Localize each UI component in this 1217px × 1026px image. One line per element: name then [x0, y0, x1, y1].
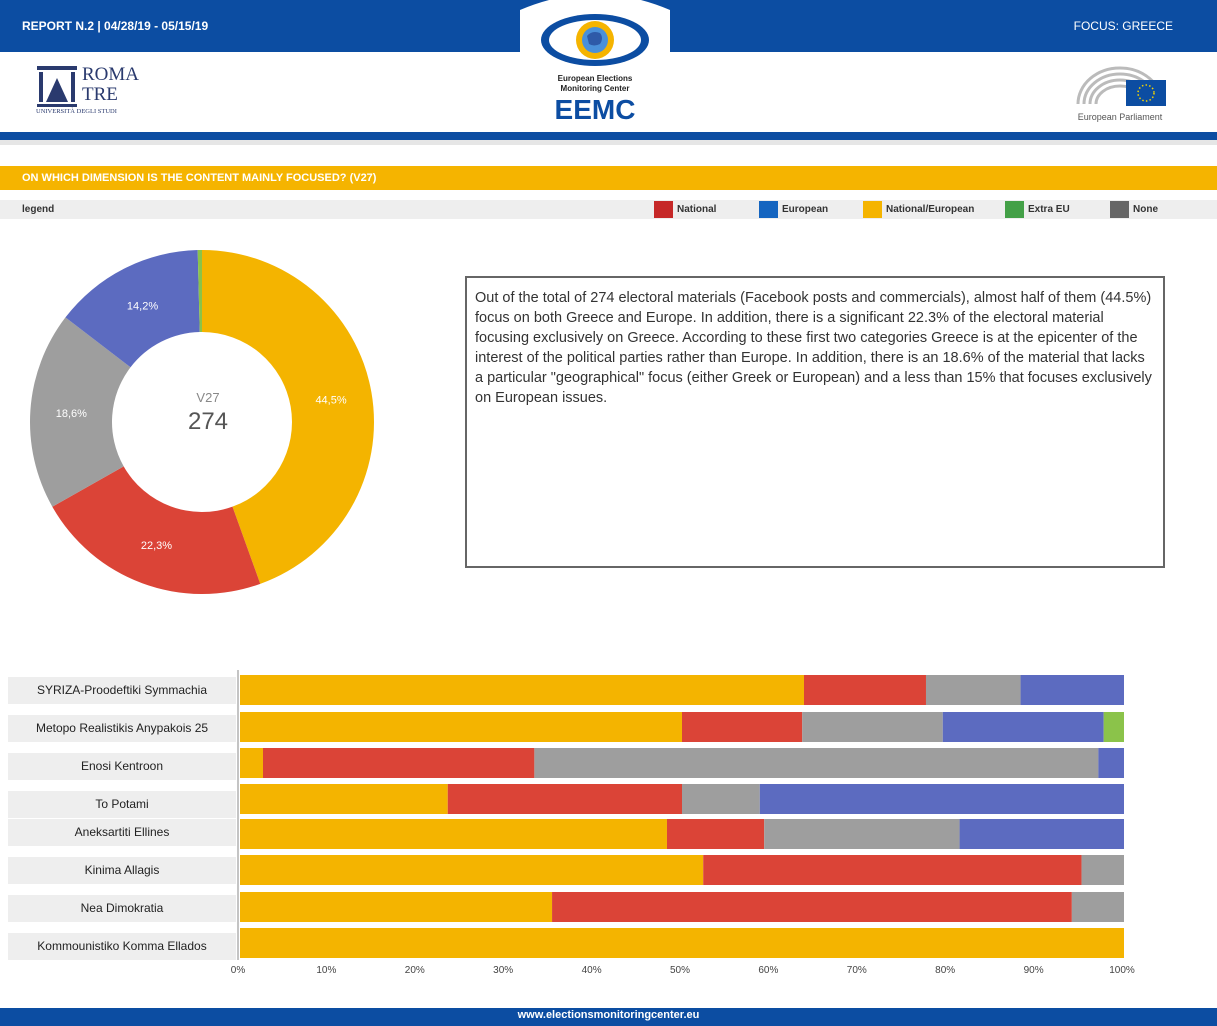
roma-tre-sub: UNIVERSITÀ DEGLI STUDI	[36, 108, 117, 115]
bar-segment-european	[959, 819, 1124, 849]
header-divider-shadow	[0, 140, 1217, 145]
bar-segment-national	[803, 675, 926, 705]
bar-segment-none	[764, 819, 960, 849]
eemc-line1: European Elections	[557, 74, 633, 83]
bar-segment-national	[447, 784, 682, 814]
bar-segment-none	[682, 784, 760, 814]
donut-slice-label: 18,6%	[56, 408, 87, 420]
bar-segment-european	[759, 784, 1124, 814]
x-tick-label: 70%	[846, 965, 867, 976]
x-tick-label: 40%	[581, 965, 602, 976]
bar-category-label: To Potami	[8, 791, 236, 818]
bar-segment-extra-eu	[1103, 712, 1124, 742]
eemc-logo: European Elections Monitoring Center EEM…	[520, 0, 670, 132]
roma-tre-line2: TRE	[82, 84, 118, 105]
donut-center-label: V27	[196, 390, 219, 405]
question-title: ON WHICH DIMENSION IS THE CONTENT MAINLY…	[22, 172, 377, 184]
legend-label: legend	[22, 204, 55, 215]
bar-segment-national	[552, 892, 1072, 922]
donut-slice-extra-eu	[197, 250, 202, 333]
x-tick-label: 90%	[1023, 965, 1044, 976]
eemc-line2: Monitoring Center	[560, 84, 630, 93]
donut-slice-none	[30, 317, 131, 507]
roma-tre-line1: ROMA	[82, 64, 140, 85]
bar-segment-none	[1081, 855, 1124, 885]
x-tick-label: 20%	[404, 965, 425, 976]
bar-segment-none	[534, 748, 1099, 778]
x-tick-label: 80%	[935, 965, 956, 976]
question-bar: ON WHICH DIMENSION IS THE CONTENT MAINLY…	[0, 166, 1217, 190]
donut-center-value: 274	[188, 408, 228, 435]
legend-swatch	[654, 201, 673, 218]
bar-segment-national	[262, 748, 535, 778]
stacked-bar-chart	[237, 670, 1124, 960]
bar-segment-national-european	[240, 784, 448, 814]
donut-chart: 44,5% 22,3% 18,6% 14,2% V27 274	[30, 250, 374, 594]
bar-segment-national-european	[240, 892, 553, 922]
donut-slice-label: 14,2%	[127, 300, 158, 312]
footer-url[interactable]: www.electionsmonitoringcenter.eu	[517, 1009, 700, 1021]
legend-bar: legend National European National/Europe…	[0, 200, 1217, 219]
description-box: Out of the total of 274 electoral materi…	[465, 276, 1165, 568]
bar-segment-european	[942, 712, 1104, 742]
bar-segment-national-european	[240, 748, 263, 778]
bar-category-label: SYRIZA-Proodeftiki Symmachia	[8, 677, 236, 704]
donut-slice-label: 44,5%	[315, 394, 346, 406]
bar-category-label: Enosi Kentroon	[8, 753, 236, 780]
legend-text: None	[1133, 204, 1158, 215]
legend-swatch	[1005, 201, 1024, 218]
bar-category-label: Aneksartiti Ellines	[8, 819, 236, 846]
bar-segment-none	[925, 675, 1021, 705]
report-label: REPORT N.2 | 04/28/19 - 05/15/19	[22, 19, 209, 33]
bar-segment-national-european	[240, 928, 1124, 958]
donut-slice-national	[52, 466, 261, 594]
legend-text: Extra EU	[1028, 204, 1070, 215]
donut-slice-national-european	[202, 250, 374, 584]
bar-segment-european	[1020, 675, 1124, 705]
bar-segment-national-european	[240, 675, 804, 705]
eemc-acronym: EEMC	[554, 94, 636, 125]
bar-segment-none	[802, 712, 943, 742]
legend-swatch	[1110, 201, 1129, 218]
x-tick-label: 100%	[1109, 965, 1135, 976]
bar-segment-national	[666, 819, 765, 849]
footer-bar: www.electionsmonitoringcenter.eu	[0, 1008, 1217, 1026]
x-tick-label: 10%	[316, 965, 337, 976]
eu-flag-icon	[1126, 80, 1166, 106]
x-tick-label: 30%	[493, 965, 514, 976]
legend-text: European	[782, 204, 829, 215]
bar-category-label: Kinima Allagis	[8, 857, 236, 884]
donut-slice-european	[65, 250, 200, 368]
bar-segment-none	[1071, 892, 1124, 922]
bar-category-label: Kommounistiko Komma Ellados	[8, 933, 236, 960]
x-tick-label: 60%	[758, 965, 779, 976]
bar-segment-national-european	[240, 855, 704, 885]
parliament-hemicycle-icon	[1076, 66, 1166, 106]
header-divider	[0, 132, 1217, 140]
donut-slice-label: 22,3%	[141, 540, 172, 552]
x-tick-label: 0%	[230, 965, 246, 976]
focus-label: FOCUS: GREECE	[1073, 19, 1173, 33]
roma-tre-emblem-icon	[37, 66, 77, 107]
bar-segment-european	[1098, 748, 1124, 778]
bar-category-label: Nea Dimokratia	[8, 895, 236, 922]
bar-segment-national	[703, 855, 1082, 885]
bar-category-label: Metopo Realistikis Anypakois 25	[8, 715, 236, 742]
european-parliament-logo: European Parliament	[1070, 58, 1170, 124]
parliament-caption: European Parliament	[1077, 112, 1163, 122]
x-tick-label: 50%	[669, 965, 690, 976]
bar-segment-national-european	[240, 819, 667, 849]
roma-tre-logo: ROMA TRE UNIVERSITÀ DEGLI STUDI	[36, 64, 146, 118]
legend-text: National	[677, 204, 717, 215]
legend-swatch	[759, 201, 778, 218]
bar-segment-national	[682, 712, 803, 742]
legend-swatch	[863, 201, 882, 218]
legend-text: National/European	[886, 204, 975, 215]
bar-segment-national-european	[240, 712, 682, 742]
